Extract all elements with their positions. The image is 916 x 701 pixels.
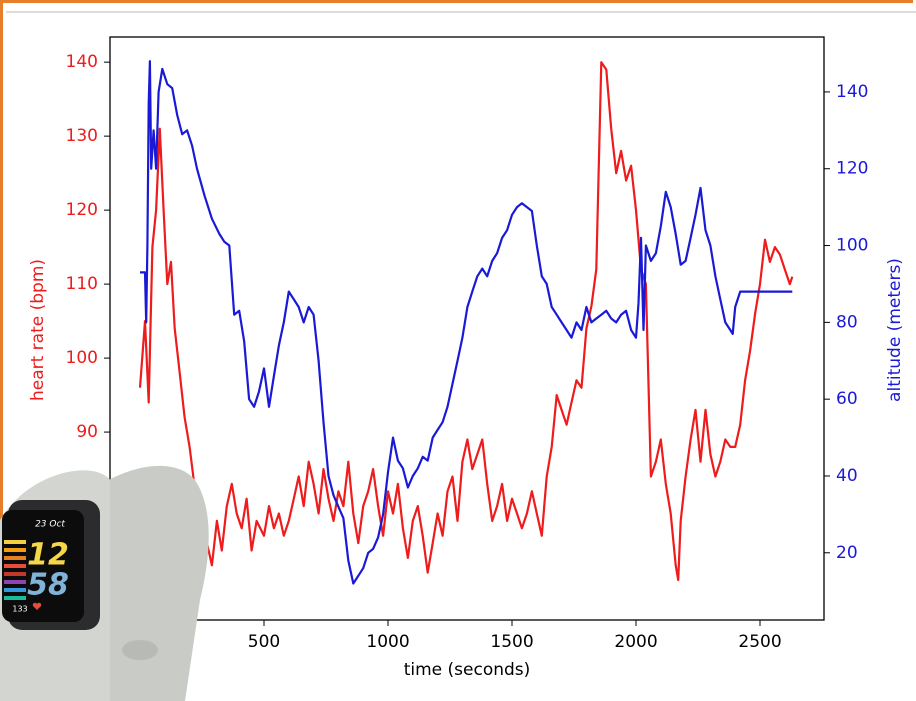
y2-tick-label: 100 bbox=[836, 236, 868, 256]
x-tick-label: 1000 bbox=[366, 632, 409, 652]
y-tick-label: 110 bbox=[66, 274, 98, 294]
y2-tick-label: 80 bbox=[836, 312, 858, 332]
x-axis-label: time (seconds) bbox=[404, 660, 531, 680]
y2-axis-label: altitude (meters) bbox=[885, 258, 905, 402]
y-tick-label: 130 bbox=[66, 126, 98, 146]
y-axis-label: heart rate (bpm) bbox=[28, 259, 48, 401]
plot-frame bbox=[109, 36, 825, 621]
y2-tick-label: 60 bbox=[836, 389, 858, 409]
y2-tick-label: 140 bbox=[836, 82, 868, 102]
y-tick-label: 140 bbox=[66, 52, 98, 72]
x-tick-label: 0 bbox=[135, 632, 146, 652]
y2-tick-label: 120 bbox=[836, 159, 868, 179]
y2-tick-label: 40 bbox=[836, 466, 858, 486]
y-tick-label: 100 bbox=[66, 348, 98, 368]
x-tick-label: 2000 bbox=[614, 632, 657, 652]
y2-tick-label: 20 bbox=[836, 543, 858, 563]
y-tick-label: 70 bbox=[76, 570, 98, 590]
x-tick-label: 2500 bbox=[738, 632, 781, 652]
y-tick-label: 90 bbox=[76, 422, 98, 442]
data-line bbox=[138, 61, 794, 582]
y-tick-label: 120 bbox=[66, 200, 98, 220]
x-tick-label: 1500 bbox=[490, 632, 533, 652]
data-line bbox=[140, 60, 793, 585]
y-tick-label: 80 bbox=[76, 496, 98, 516]
x-tick-label: 500 bbox=[248, 632, 280, 652]
